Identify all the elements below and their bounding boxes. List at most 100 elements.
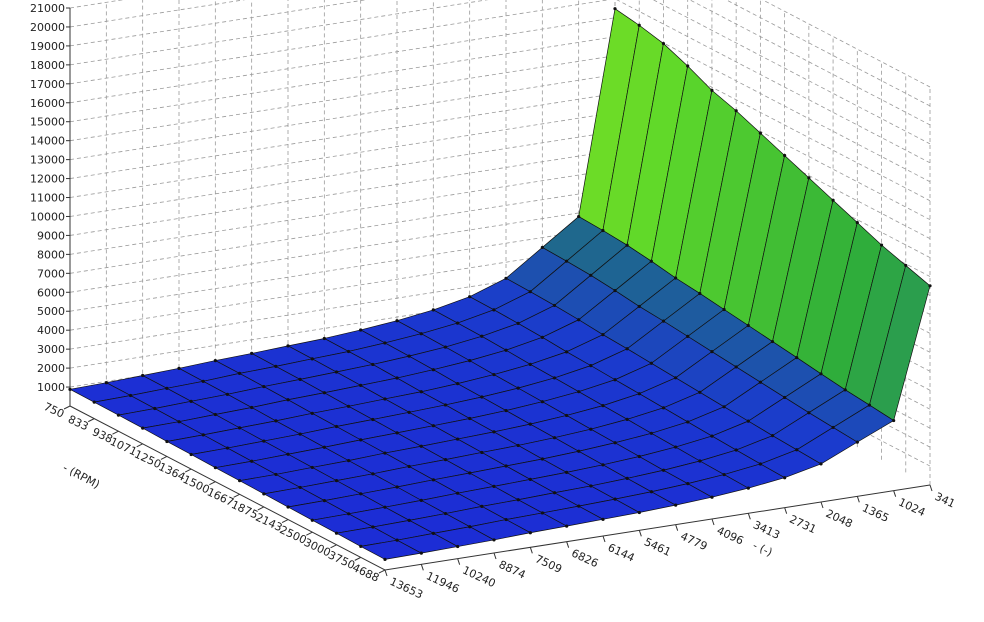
surface-point xyxy=(722,307,726,312)
surface-point xyxy=(783,153,787,158)
surface-point xyxy=(359,492,363,496)
surface-point xyxy=(407,464,411,469)
surface-point xyxy=(819,462,823,466)
z-tick-label: 12000 xyxy=(30,173,65,186)
surface-point xyxy=(674,376,678,380)
surface-point xyxy=(686,334,690,338)
surface-point xyxy=(552,491,557,495)
surface-point xyxy=(371,472,375,476)
surface-point xyxy=(177,366,181,370)
surface-point xyxy=(661,41,666,46)
surface-point xyxy=(516,321,520,326)
surface-point xyxy=(431,308,435,312)
surface-point xyxy=(334,424,339,429)
surface-point xyxy=(456,544,460,549)
surface-point xyxy=(807,176,811,180)
surface-point xyxy=(141,426,145,430)
surface-point xyxy=(480,504,484,508)
z-tick-label: 20000 xyxy=(30,21,65,34)
z-tick-label: 4000 xyxy=(37,324,65,337)
surface-point xyxy=(419,332,423,336)
surface-point xyxy=(589,484,593,488)
row-tick xyxy=(184,468,192,473)
surface-point xyxy=(528,531,532,535)
surface-point xyxy=(213,412,217,417)
surface-point xyxy=(201,433,205,437)
z-tick-label: 5000 xyxy=(37,305,65,318)
row-tick xyxy=(88,418,95,423)
surface-point xyxy=(262,439,266,443)
surface-point xyxy=(504,348,508,352)
surface-point xyxy=(528,477,532,481)
surface-point xyxy=(201,379,205,383)
grid-line xyxy=(69,36,931,202)
surface-point xyxy=(310,465,314,470)
z-tick-label: 9000 xyxy=(37,229,65,242)
surface-point xyxy=(116,413,121,417)
surface-point xyxy=(455,321,460,325)
z-tick-label: 14000 xyxy=(30,135,65,148)
surface-point xyxy=(564,259,569,263)
surface-point xyxy=(673,276,678,280)
surface-point xyxy=(347,512,351,516)
surface-point xyxy=(68,387,72,391)
surface-point xyxy=(468,295,472,299)
surface-point xyxy=(225,446,230,450)
surface-point xyxy=(250,459,254,463)
z-tick-label: 8000 xyxy=(37,248,65,261)
surface-point xyxy=(540,400,544,404)
surface-point xyxy=(698,291,702,296)
surface-point xyxy=(565,413,569,418)
surface-point xyxy=(831,425,835,430)
surface-point xyxy=(601,228,605,233)
surface-point xyxy=(407,410,411,414)
surface-point xyxy=(843,388,847,392)
surface-point xyxy=(504,464,508,468)
surface-point xyxy=(504,276,508,280)
surface-point xyxy=(359,438,363,442)
surface-point xyxy=(770,339,775,344)
surface-point xyxy=(589,364,593,368)
surface-point xyxy=(795,355,799,360)
surface-point xyxy=(746,419,750,423)
surface-point xyxy=(552,376,557,380)
surface-point xyxy=(637,23,641,27)
surface-point xyxy=(783,395,787,400)
surface-point xyxy=(637,510,641,515)
surface-point xyxy=(565,524,569,528)
grid-line xyxy=(69,0,931,145)
surface-point xyxy=(456,437,460,441)
surface-point xyxy=(395,431,399,435)
surface-point xyxy=(770,434,775,438)
surface-point xyxy=(492,484,496,488)
surface-point xyxy=(274,364,278,369)
surface-point xyxy=(904,263,908,268)
grid-line xyxy=(69,244,931,410)
surface-point xyxy=(637,454,641,459)
surface-point xyxy=(177,420,181,424)
surface-point xyxy=(577,390,581,394)
surface-point xyxy=(419,390,423,394)
surface-point xyxy=(492,430,496,434)
surface-point xyxy=(455,382,460,386)
row-tick xyxy=(160,456,168,460)
surface-point xyxy=(686,482,690,486)
column-tick xyxy=(784,507,788,514)
surface-point xyxy=(528,362,532,366)
surface-point xyxy=(625,476,629,480)
surface-point xyxy=(867,403,872,407)
surface-point xyxy=(855,220,859,225)
column-tick xyxy=(529,547,533,554)
z-tick-label: 19000 xyxy=(30,40,65,53)
surface-point xyxy=(577,214,581,219)
surface-point xyxy=(262,492,266,496)
surface-point xyxy=(298,432,302,436)
surface-point xyxy=(734,448,738,452)
surface-point xyxy=(286,452,290,456)
surface-point xyxy=(734,365,738,369)
surface-point xyxy=(153,406,157,411)
surface-point xyxy=(722,472,726,477)
z-tick-label: 11000 xyxy=(30,192,65,205)
surface-point xyxy=(237,371,242,375)
